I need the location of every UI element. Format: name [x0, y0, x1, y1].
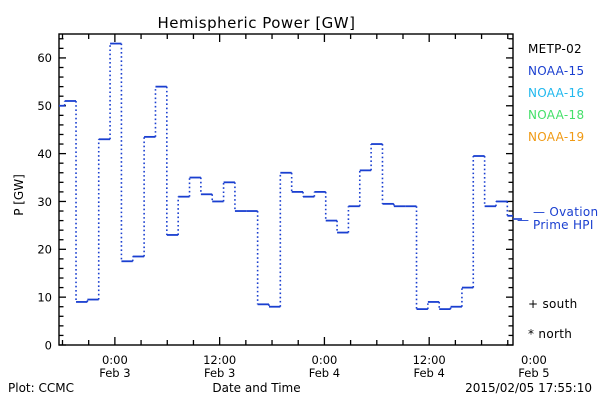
y-tick-label: 60 — [37, 51, 52, 65]
x-tick-label-date: Feb 3 — [99, 366, 130, 380]
x-tick-label-date: Feb 4 — [414, 366, 445, 380]
series-1 — [59, 42, 513, 311]
legend-item-north: * north — [528, 327, 573, 341]
legend-item-metp-02[interactable]: METP-02 — [528, 42, 582, 56]
legend-ovation-line1: — Ovation — [533, 205, 599, 219]
legend-item-noaa-18[interactable]: NOAA-18 — [528, 108, 585, 122]
x-axis-label: Date and Time — [212, 381, 301, 395]
x-tick-label-date: Feb 5 — [518, 366, 549, 380]
legend-item-noaa-15[interactable]: NOAA-15 — [528, 64, 585, 78]
legend-ovation-line2: Prime HPI — [533, 218, 594, 232]
x-tick-label-time: 12:00 — [203, 353, 236, 367]
x-tick-label-time: 0:00 — [521, 353, 547, 367]
legend-item-noaa-19[interactable]: NOAA-19 — [528, 130, 585, 144]
plot-frame — [58, 33, 514, 346]
y-tick-label: 40 — [37, 147, 52, 161]
chart-title: Hemispheric Power [GW] — [157, 14, 356, 32]
legend-item-ovation-prime-hpi[interactable]: — Ovation Prime HPI — [533, 206, 598, 232]
y-tick-label: 10 — [37, 290, 52, 304]
legend-item-noaa-16[interactable]: NOAA-16 — [528, 86, 585, 100]
y-tick-label: 50 — [37, 99, 52, 113]
ovation-dash-icon: — — [517, 213, 529, 227]
plot-timestamp: 2015/02/05 17:55:10 — [465, 381, 592, 395]
y-tick-label: 20 — [37, 243, 52, 257]
y-tick-label: 0 — [45, 338, 52, 352]
y-tick-label: 30 — [37, 195, 52, 209]
plot-source-label: Plot: CCMC — [8, 381, 74, 395]
x-tick-label-time: 0:00 — [312, 353, 338, 367]
x-tick-label-date: Feb 4 — [309, 366, 340, 380]
x-tick-label-time: 0:00 — [102, 353, 128, 367]
legend-item-south: + south — [528, 297, 578, 311]
x-tick-label-date: Feb 3 — [204, 366, 235, 380]
y-axis-label: P [GW] — [12, 174, 26, 216]
x-tick-label-time: 12:00 — [413, 353, 446, 367]
